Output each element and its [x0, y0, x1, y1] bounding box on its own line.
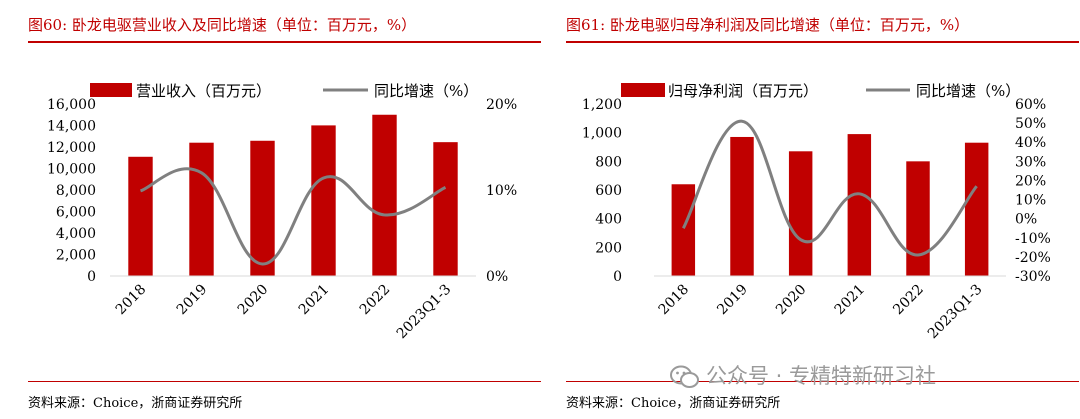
y-tick-right: 10%	[1015, 193, 1046, 209]
x-tick-label: 2021	[832, 282, 869, 319]
source-note: 资料来源：Choice，浙商证券研究所	[566, 396, 781, 411]
bar	[906, 161, 930, 276]
legend-line-label: 同比增速（%）	[374, 82, 478, 100]
x-tick-label: 2022	[357, 282, 394, 319]
y-tick-left: 14,000	[47, 119, 96, 135]
title-rule	[28, 41, 541, 43]
y-tick-right: 60%	[1015, 97, 1046, 113]
chart-panel-profit: 图61: 卧龙电驱归母净利润及同比增速（单位：百万元，%） 归母净利润（百万元）…	[566, 0, 1079, 419]
chart-title: 图61: 卧龙电驱归母净利润及同比增速（单位：百万元，%）	[566, 16, 970, 34]
bar	[964, 142, 989, 276]
legend-bar-label: 营业收入（百万元）	[136, 82, 271, 100]
y-tick-left: 2,000	[56, 248, 96, 264]
legend-line-label: 同比增速（%）	[916, 82, 1020, 100]
y-tick-right: 0%	[1015, 212, 1037, 228]
y-tick-right: 20%	[486, 97, 517, 113]
source-rule	[28, 381, 541, 382]
y-tick-right: 10%	[486, 183, 517, 199]
bar	[433, 142, 458, 276]
bar	[311, 125, 336, 276]
y-tick-left: 200	[595, 240, 622, 256]
bar	[671, 184, 696, 276]
y-tick-right: 0%	[486, 269, 508, 285]
y-tick-right: 30%	[1015, 154, 1046, 170]
bar	[250, 140, 275, 276]
y-tick-left: 1,200	[582, 97, 622, 113]
x-tick-label: 2023Q1-3	[394, 282, 455, 343]
y-tick-left: 16,000	[47, 97, 96, 113]
x-tick-label: 2022	[890, 282, 927, 319]
revenue-chart: 营业收入（百万元） 同比增速（%） 0 2,000 4,000 6,000 8,000 10,…	[47, 82, 517, 343]
x-tick-label: 2019	[174, 282, 211, 319]
y-tick-left: 0	[613, 269, 622, 285]
bar	[847, 134, 872, 276]
y-tick-left: 0	[87, 269, 96, 285]
y-tick-left: 4,000	[56, 226, 96, 242]
profit-chart: 归母净利润（百万元） 同比增速（%） 0 200 400 600 800 1,000 1,200…	[582, 82, 1051, 343]
x-tick-label: 2019	[714, 282, 751, 319]
source-rule	[566, 381, 1079, 382]
y-tick-right: -10%	[1015, 231, 1051, 247]
chart-panel-revenue: 图60: 卧龙电驱营业收入及同比增速（单位：百万元，%） 营业收入（百万元） 同比…	[28, 0, 541, 419]
legend-bar-swatch	[90, 83, 132, 97]
growth-line	[682, 119, 978, 257]
x-tick-label: 2018	[656, 282, 693, 319]
growth-line	[139, 167, 447, 266]
x-tick-label: 2021	[296, 282, 333, 319]
bar	[788, 151, 813, 276]
legend-bar-label: 归母净利润（百万元）	[668, 82, 818, 100]
y-tick-left: 800	[595, 154, 622, 170]
bar	[128, 156, 153, 276]
y-tick-right: -20%	[1015, 250, 1051, 266]
y-tick-left: 600	[595, 183, 622, 199]
x-tick-label: 2020	[235, 282, 272, 319]
watermark-text: 公众号 · 专精特新研习社	[706, 364, 937, 388]
bar	[372, 114, 397, 276]
y-tick-left: 1,000	[582, 126, 622, 142]
y-tick-left: 10,000	[47, 162, 96, 178]
bar	[730, 136, 754, 276]
y-tick-right: 40%	[1015, 135, 1046, 151]
chart-title: 图60: 卧龙电驱营业收入及同比增速（单位：百万元，%）	[28, 16, 417, 34]
legend-bar-swatch	[621, 83, 665, 97]
source-note: 资料来源：Choice，浙商证券研究所	[28, 396, 243, 411]
y-tick-left: 400	[595, 212, 622, 228]
y-tick-left: 6,000	[56, 205, 96, 221]
x-tick-label: 2023Q1-3	[925, 282, 986, 343]
y-tick-right: 20%	[1015, 173, 1046, 189]
y-tick-right: 50%	[1015, 116, 1046, 132]
bar	[189, 142, 214, 276]
wechat-icon	[670, 365, 699, 388]
title-rule	[566, 41, 1079, 43]
watermark: 公众号 · 专精特新研习社	[670, 360, 936, 390]
y-tick-left: 12,000	[47, 140, 96, 156]
y-tick-left: 8,000	[56, 183, 96, 199]
y-tick-right: -30%	[1015, 269, 1051, 285]
x-tick-label: 2020	[773, 282, 810, 319]
x-tick-label: 2018	[113, 282, 150, 319]
